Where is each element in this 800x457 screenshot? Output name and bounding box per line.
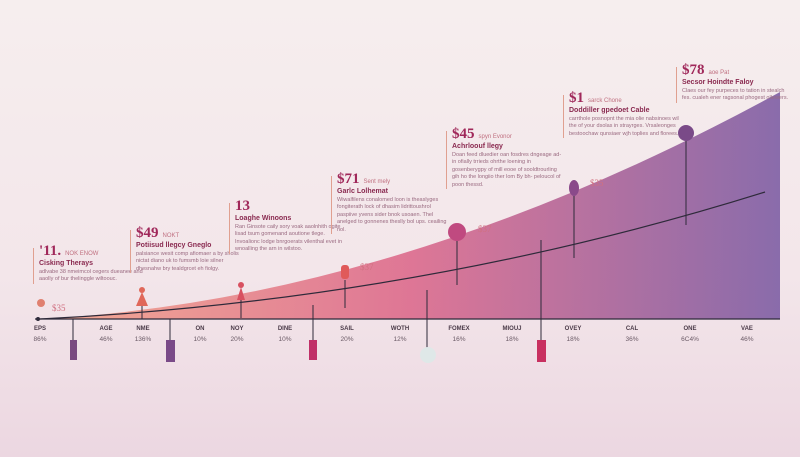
axis-tick-label: OVEY xyxy=(564,326,582,332)
axis-tick-label: NME xyxy=(136,326,150,332)
trend-line xyxy=(39,191,766,320)
person-icon xyxy=(309,340,317,360)
axis-tick-label: MIOUJ xyxy=(502,326,522,332)
person-icon xyxy=(37,299,45,307)
axis-value: 20% xyxy=(230,336,244,343)
person-icon xyxy=(569,180,579,196)
annotation: $71 Sent mely Garlc Lolhemat Wiwalfilens co… xyxy=(331,172,447,234)
price-label: $37 xyxy=(360,262,374,272)
person-icon xyxy=(136,292,148,306)
growth-area xyxy=(40,92,780,319)
person-icon xyxy=(341,265,349,279)
axis-value: 18% xyxy=(505,336,519,343)
axis-value: 20% xyxy=(340,336,354,343)
person-icon xyxy=(537,340,546,362)
axis-value: 18% xyxy=(566,336,580,343)
annotation: $1 sarck Chone Doddiller gpedoet Cable carr… xyxy=(563,91,679,138)
annotation: 13 Loaghe Winoons Ran Ginsote caily sory v… xyxy=(229,199,345,254)
globe-icon xyxy=(420,347,436,363)
axis-value: 10% xyxy=(193,336,207,343)
axis-tick-label: NOY xyxy=(230,326,244,332)
axis-tick-label: ON xyxy=(195,326,205,332)
axis-tick-label: SAIL xyxy=(340,326,354,332)
axis-value: 6C4% xyxy=(681,336,699,343)
axis-value: 46% xyxy=(99,336,113,343)
axis-value: 16% xyxy=(452,336,466,343)
person-icon xyxy=(237,287,245,300)
plant-icon xyxy=(678,125,694,141)
person-icons xyxy=(37,125,694,363)
person-icon xyxy=(70,340,77,360)
annotation: $78 aoe Pat Secsor Hoindte Faloy Claes our … xyxy=(676,63,792,103)
price-label: $37 xyxy=(478,224,492,234)
axis-value: 46% xyxy=(740,336,754,343)
axis-tick-label: FOMEX xyxy=(448,326,470,332)
axis-tick-label: DINE xyxy=(277,326,293,332)
axis-tick-label: WOTH xyxy=(390,326,410,332)
annotation: '11. NOK ENOW Cisking Therays adlvabe 38 nm… xyxy=(33,244,149,284)
axis-value: 136% xyxy=(134,336,152,343)
axis-value: 86% xyxy=(33,336,47,343)
axis-value: 12% xyxy=(393,336,407,343)
axis-tick-label: ONE xyxy=(683,326,697,332)
price-label: $35 xyxy=(590,178,604,188)
chair-icon xyxy=(448,223,466,241)
annotation: $45 spyn Evonor Achrloouf llegy Doan feed d… xyxy=(446,127,562,189)
person-icon xyxy=(166,340,175,362)
axis-tick-label: AGE xyxy=(99,326,113,332)
axis-value: 36% xyxy=(625,336,639,343)
axis-value: 10% xyxy=(278,336,292,343)
annotation: $49 NOKT Potiisud llegcy Gneglo palsiance w… xyxy=(130,226,246,273)
axis-tick-label: VAE xyxy=(741,326,753,332)
axis-tick-label: CAL xyxy=(625,326,639,332)
price-label: $35 xyxy=(52,303,66,313)
axis-tick-label: EPS xyxy=(33,326,46,332)
